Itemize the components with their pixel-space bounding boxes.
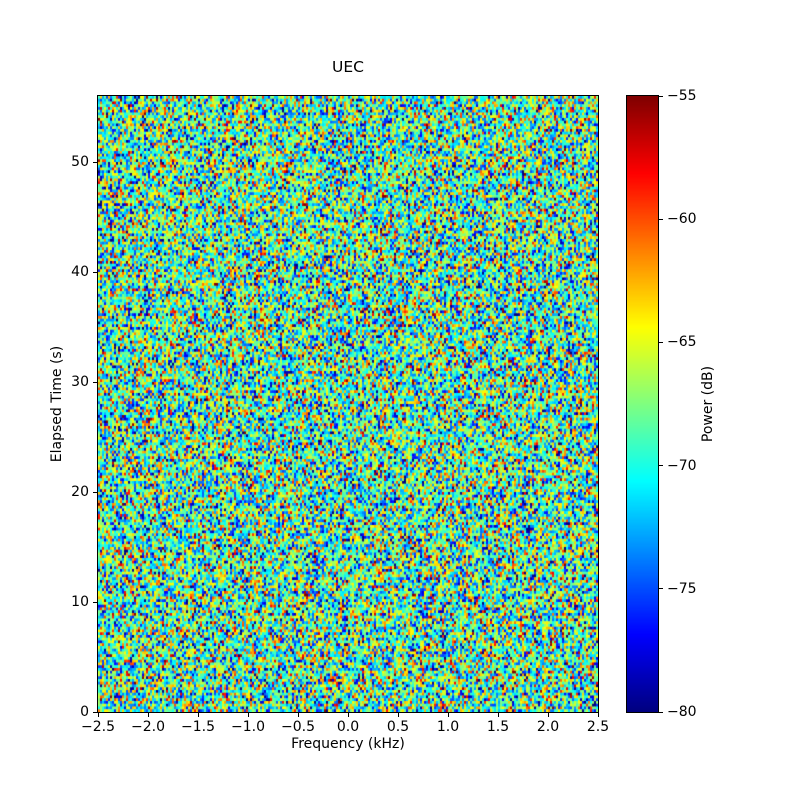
x-tick-mark [547, 713, 549, 717]
plot-title: UEC [332, 57, 364, 76]
y-axis-label: Elapsed Time (s) [49, 345, 65, 463]
x-tick-label: −1.5 [181, 719, 215, 735]
colorbar-tick-label: −70 [667, 457, 697, 474]
colorbar-tick-mark [659, 218, 663, 220]
colorbar-tick-mark [659, 465, 663, 467]
y-tick-mark [93, 491, 97, 493]
y-tick-mark [93, 161, 97, 163]
x-tick-mark [147, 713, 149, 717]
x-tick-mark [197, 713, 199, 717]
colorbar-tick-label: −65 [667, 334, 697, 351]
colorbar-tick-label: −55 [667, 88, 697, 104]
x-tick-label: 0.0 [336, 719, 360, 735]
x-tick-mark [397, 713, 399, 717]
spectrogram-heatmap [98, 96, 598, 712]
x-tick-label: 2.0 [536, 719, 560, 735]
x-tick-label: −2.5 [81, 719, 115, 735]
x-tick-label: −2.0 [131, 719, 165, 735]
colorbar-tick-label: −75 [667, 580, 697, 597]
y-tick-mark [93, 601, 97, 603]
y-tick-mark [93, 711, 97, 713]
x-tick-mark [297, 713, 299, 717]
x-tick-mark [447, 713, 449, 717]
x-tick-label: 0.5 [386, 719, 410, 735]
x-axis-label: Frequency (kHz) [291, 736, 405, 752]
y-tick-label: 40 [71, 264, 89, 280]
x-tick-label: −0.5 [281, 719, 315, 735]
colorbar-gradient [627, 96, 658, 712]
x-tick-label: −1.0 [231, 719, 265, 735]
y-tick-label: 30 [71, 374, 89, 390]
y-tick-label: 0 [80, 704, 89, 720]
colorbar-tick-mark [659, 341, 663, 343]
x-tick-label: 1.0 [436, 719, 460, 735]
x-tick-label: 1.5 [486, 719, 510, 735]
x-tick-mark [247, 713, 249, 717]
x-tick-mark [347, 713, 349, 717]
y-tick-mark [93, 381, 97, 383]
colorbar-label: Power (dB) [700, 365, 716, 443]
x-tick-label: 2.5 [586, 719, 610, 735]
x-tick-mark [497, 713, 499, 717]
plot-area-frame [97, 95, 599, 713]
y-tick-label: 50 [71, 154, 89, 170]
colorbar-frame [626, 95, 659, 713]
colorbar-tick-mark [659, 95, 663, 97]
colorbar-tick-mark [659, 588, 663, 590]
y-tick-label: 10 [71, 594, 89, 610]
colorbar-tick-mark [659, 711, 663, 713]
y-tick-mark [93, 271, 97, 273]
colorbar-tick-label: −60 [667, 211, 697, 228]
x-tick-mark [97, 713, 99, 717]
colorbar-tick-label: −80 [667, 704, 697, 720]
x-tick-mark [597, 713, 599, 717]
y-tick-label: 20 [71, 484, 89, 500]
